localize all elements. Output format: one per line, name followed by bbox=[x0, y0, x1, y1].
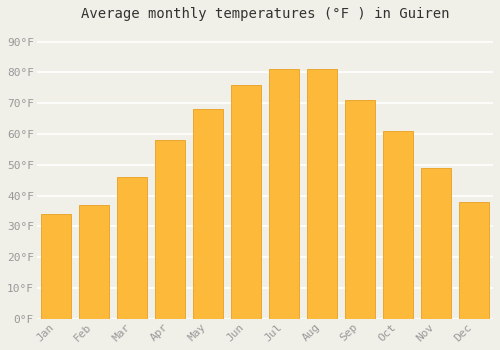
Bar bbox=[383, 131, 413, 319]
Bar bbox=[306, 69, 337, 319]
Bar bbox=[421, 168, 451, 319]
Bar bbox=[78, 205, 109, 319]
Bar bbox=[116, 177, 147, 319]
Bar bbox=[192, 110, 223, 319]
Bar bbox=[40, 214, 71, 319]
Bar bbox=[268, 69, 299, 319]
Bar bbox=[459, 202, 490, 319]
Bar bbox=[344, 100, 375, 319]
Title: Average monthly temperatures (°F ) in Guiren: Average monthly temperatures (°F ) in Gu… bbox=[80, 7, 449, 21]
Bar bbox=[154, 140, 185, 319]
Bar bbox=[230, 85, 261, 319]
